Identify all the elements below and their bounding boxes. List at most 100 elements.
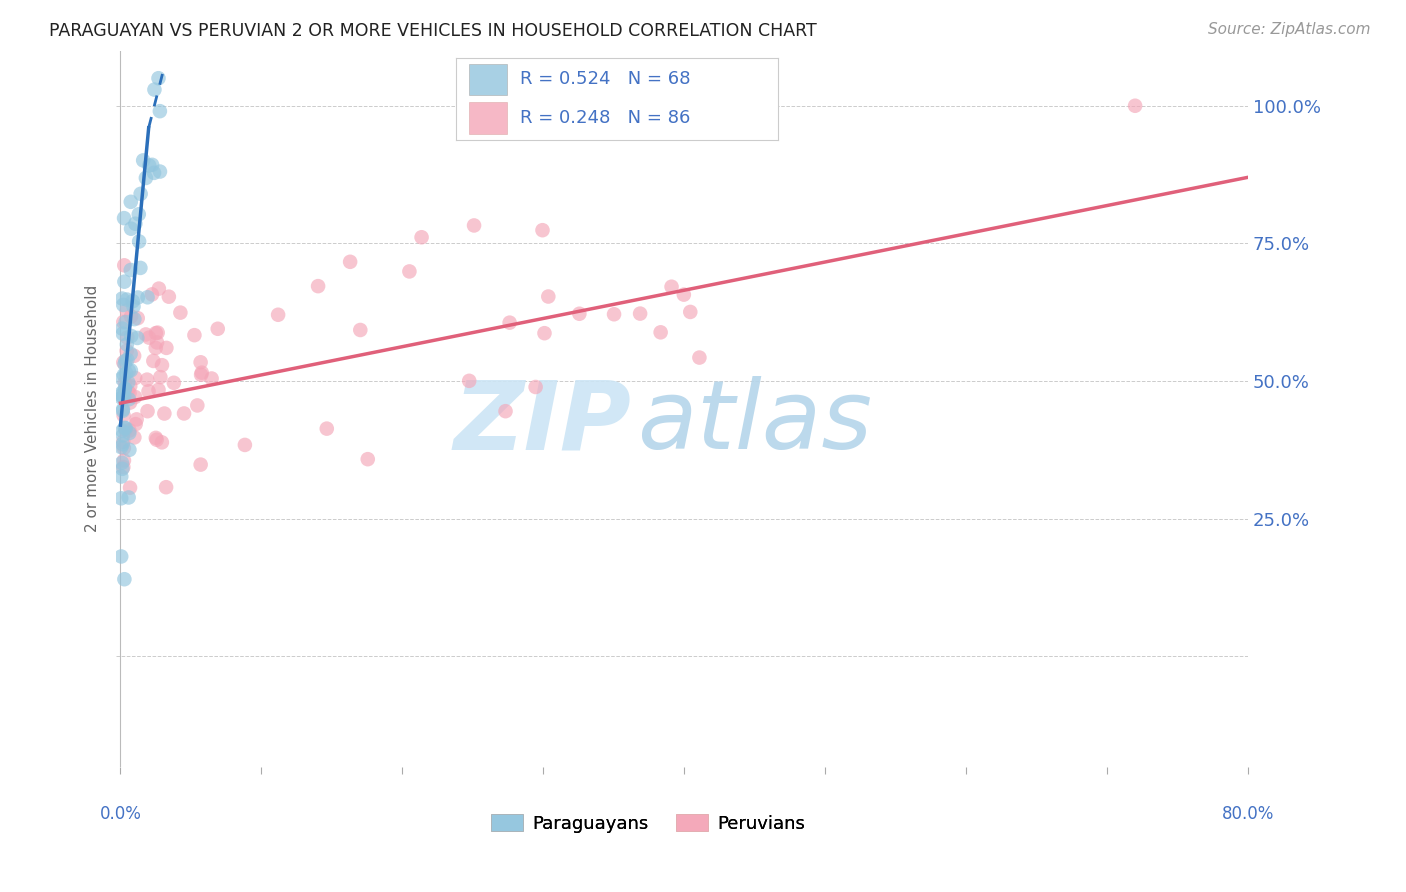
Point bbox=[111, 402, 134, 417]
Point bbox=[498, 316, 520, 330]
Point bbox=[136, 373, 159, 387]
Point bbox=[138, 384, 160, 399]
Point bbox=[233, 438, 256, 452]
Point bbox=[155, 480, 177, 494]
Point bbox=[112, 368, 135, 382]
Point bbox=[679, 305, 702, 319]
Point bbox=[111, 456, 134, 470]
Point bbox=[135, 327, 157, 342]
Point bbox=[120, 263, 142, 277]
Point bbox=[138, 159, 160, 173]
Point bbox=[143, 166, 166, 180]
Point bbox=[111, 390, 134, 404]
Point bbox=[150, 358, 173, 372]
Point bbox=[207, 322, 229, 336]
Point bbox=[183, 328, 205, 343]
Point bbox=[120, 310, 142, 324]
Point bbox=[110, 491, 132, 506]
Point bbox=[628, 307, 651, 321]
Point bbox=[127, 311, 149, 326]
Point bbox=[112, 572, 135, 586]
Point bbox=[111, 404, 134, 418]
Point bbox=[411, 230, 433, 244]
Point bbox=[145, 341, 167, 355]
Point bbox=[148, 282, 170, 296]
Point bbox=[110, 391, 132, 405]
Point bbox=[1123, 99, 1146, 113]
Point bbox=[120, 379, 142, 393]
Point bbox=[122, 349, 145, 363]
Point bbox=[112, 355, 135, 369]
Point bbox=[145, 326, 167, 340]
Point bbox=[315, 422, 337, 436]
Point bbox=[112, 298, 135, 312]
Point bbox=[533, 326, 555, 341]
Point bbox=[112, 315, 135, 329]
Point bbox=[524, 380, 547, 394]
Point bbox=[114, 315, 136, 329]
Point bbox=[112, 460, 135, 475]
Point bbox=[111, 437, 134, 451]
Point bbox=[120, 363, 142, 377]
Point bbox=[127, 331, 149, 345]
Point bbox=[149, 104, 172, 119]
Point bbox=[463, 219, 485, 233]
Point bbox=[650, 326, 672, 340]
Point bbox=[111, 321, 134, 335]
Point bbox=[118, 364, 141, 378]
Point bbox=[136, 290, 159, 304]
Point bbox=[114, 357, 136, 371]
Point bbox=[124, 371, 146, 385]
Point bbox=[148, 383, 170, 397]
Point bbox=[148, 71, 170, 86]
Point bbox=[136, 404, 159, 418]
Point bbox=[537, 289, 560, 303]
Point bbox=[138, 331, 160, 345]
Point bbox=[118, 425, 141, 440]
Point bbox=[121, 294, 143, 309]
Text: 0.0%: 0.0% bbox=[100, 805, 142, 823]
Point bbox=[114, 376, 136, 390]
Point bbox=[110, 386, 132, 401]
Point bbox=[110, 440, 132, 454]
Point bbox=[115, 366, 138, 380]
Point bbox=[120, 221, 142, 235]
Point bbox=[112, 258, 135, 272]
Point bbox=[114, 421, 136, 435]
Point bbox=[114, 382, 136, 396]
Point bbox=[191, 366, 214, 380]
Point bbox=[672, 287, 695, 301]
Point bbox=[111, 326, 134, 341]
Point bbox=[110, 388, 132, 402]
Point bbox=[112, 275, 135, 289]
Point bbox=[128, 207, 150, 221]
Point bbox=[398, 264, 420, 278]
Point bbox=[110, 469, 132, 483]
Point bbox=[155, 341, 177, 355]
Point bbox=[142, 354, 165, 368]
Point bbox=[129, 186, 152, 201]
Point bbox=[114, 353, 136, 368]
Point bbox=[190, 458, 212, 472]
Point bbox=[531, 223, 554, 237]
Point bbox=[114, 421, 136, 435]
Point bbox=[163, 376, 186, 390]
Point bbox=[149, 164, 172, 178]
Point bbox=[124, 312, 146, 326]
Point bbox=[190, 368, 212, 382]
Point bbox=[118, 481, 141, 495]
Point bbox=[112, 211, 135, 226]
Point bbox=[111, 462, 134, 476]
Point bbox=[201, 371, 224, 385]
Point bbox=[150, 435, 173, 450]
Point bbox=[112, 409, 135, 423]
Point bbox=[120, 347, 142, 361]
Point bbox=[307, 279, 329, 293]
Point bbox=[112, 389, 135, 403]
Point bbox=[114, 382, 136, 396]
Point bbox=[149, 370, 172, 384]
Point bbox=[120, 395, 142, 409]
Point bbox=[124, 430, 146, 444]
Point bbox=[111, 428, 134, 442]
Point bbox=[186, 399, 208, 413]
